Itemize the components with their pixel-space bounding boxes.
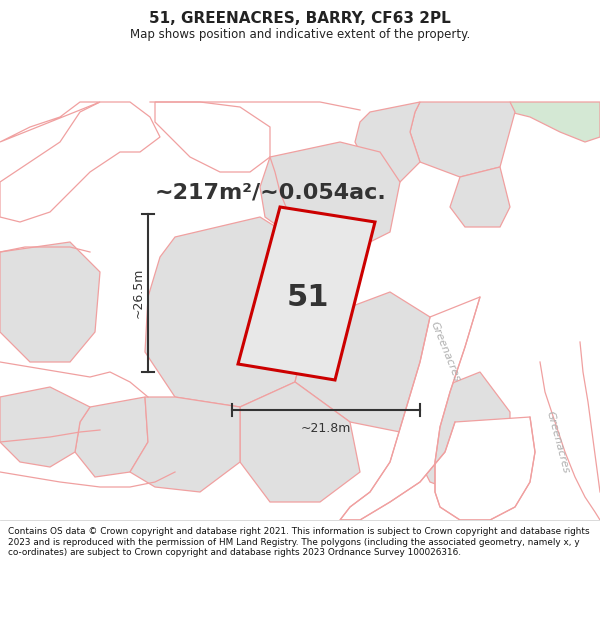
Polygon shape [355,102,420,182]
Text: ~217m²/~0.054ac.: ~217m²/~0.054ac. [155,182,387,202]
Polygon shape [130,397,240,492]
Text: Contains OS data © Crown copyright and database right 2021. This information is : Contains OS data © Crown copyright and d… [8,528,589,557]
Text: Map shows position and indicative extent of the property.: Map shows position and indicative extent… [130,28,470,41]
Polygon shape [400,372,510,497]
Polygon shape [410,102,515,177]
Polygon shape [450,167,510,227]
Polygon shape [240,382,360,502]
Polygon shape [510,102,600,142]
Text: ~21.8m: ~21.8m [301,421,351,434]
Polygon shape [295,292,430,432]
Polygon shape [75,397,148,477]
Text: Greenacres: Greenacres [545,409,571,474]
Polygon shape [0,387,90,467]
Text: Greenacres: Greenacres [428,321,461,384]
Polygon shape [238,207,375,380]
Polygon shape [0,242,100,362]
Polygon shape [260,142,400,252]
Text: ~26.5m: ~26.5m [131,268,145,318]
Text: 51: 51 [287,282,329,311]
Polygon shape [340,297,535,520]
Text: 51, GREENACRES, BARRY, CF63 2PL: 51, GREENACRES, BARRY, CF63 2PL [149,11,451,26]
Polygon shape [145,217,310,407]
